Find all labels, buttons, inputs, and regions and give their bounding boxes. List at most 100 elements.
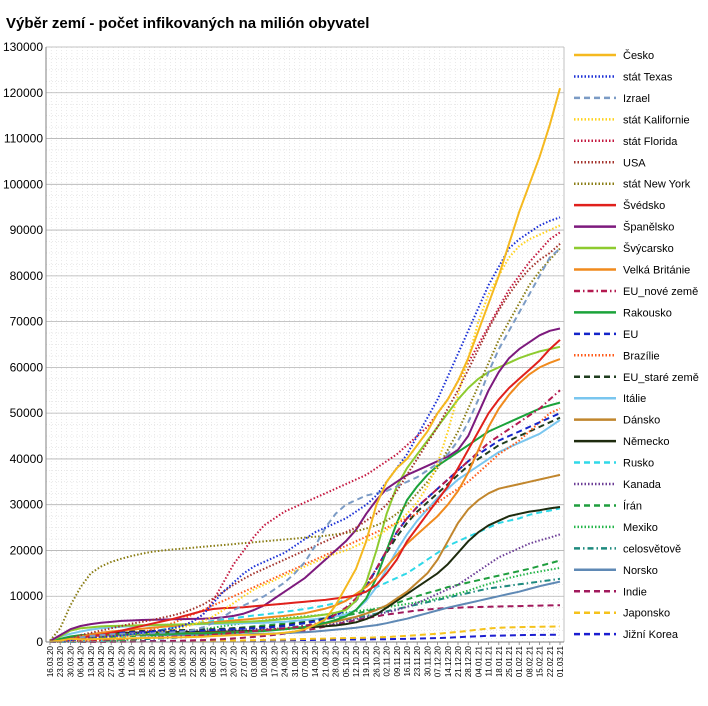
x-tick-label: 11.05.20 xyxy=(128,645,137,676)
x-tick-label: 20.04.20 xyxy=(97,645,106,677)
x-tick-label: 14.09.20 xyxy=(311,645,320,677)
y-tick-label: 10000 xyxy=(10,589,44,603)
x-tick-label: 23.11.20 xyxy=(413,645,422,676)
x-tick-label: 26.10.20 xyxy=(372,645,381,677)
x-tick-label: 03.08.20 xyxy=(250,645,259,677)
x-tick-label: 07.09.20 xyxy=(301,645,310,677)
legend-label: Brazílie xyxy=(623,350,660,362)
y-tick-label: 60000 xyxy=(10,360,44,374)
x-tick-label: 25.05.20 xyxy=(148,645,157,677)
x-tick-label: 13.04.20 xyxy=(87,645,96,677)
chart-title: Výběr zemí - počet infikovaných na milió… xyxy=(6,15,369,32)
y-tick-label: 20000 xyxy=(10,543,44,557)
series-line xyxy=(49,327,561,642)
x-tick-label: 04.01.21 xyxy=(474,645,483,677)
legend-label: EU_nové země xyxy=(623,286,698,298)
legend-label: Jižní Korea xyxy=(623,629,679,641)
legend-label: Rakousko xyxy=(623,307,672,319)
series-lines xyxy=(49,87,561,643)
x-tick-label: 28.12.20 xyxy=(464,645,473,677)
y-tick-label: 120000 xyxy=(3,86,43,100)
x-tick-label: 08.02.21 xyxy=(525,645,534,677)
legend-label: stát New York xyxy=(623,179,691,191)
x-tick-label: 02.11.20 xyxy=(383,645,392,676)
x-tick-label: 04.05.20 xyxy=(117,645,126,677)
legend-label: Mexiko xyxy=(623,522,658,534)
x-tick-label: 30.03.20 xyxy=(66,645,75,677)
x-tick-label: 10.08.20 xyxy=(260,645,269,677)
x-tick-label: 06.07.20 xyxy=(209,645,218,677)
series-line xyxy=(49,243,561,643)
y-tick-label: 30000 xyxy=(10,498,44,512)
x-tick-label: 29.06.20 xyxy=(199,645,208,677)
series-line xyxy=(49,216,561,643)
legend-label: stát Kalifornie xyxy=(623,114,690,126)
legend: Česko stát Texas Izrael stát Kalifornie stát… xyxy=(574,49,699,641)
x-tick-label: 08.06.20 xyxy=(168,645,177,677)
y-tick-label: 40000 xyxy=(10,452,44,466)
x-tick-label: 14.12.20 xyxy=(444,645,453,677)
x-tick-label: 22.06.20 xyxy=(189,645,198,677)
legend-label: Kanada xyxy=(623,479,662,491)
series-line xyxy=(49,345,561,643)
legend-label: EU_staré země xyxy=(623,372,699,384)
x-tick-label: 16.03.20 xyxy=(46,645,55,677)
y-axis-ticks: 0 10000 20000 30000 40000 50000 60000 70000 8000… xyxy=(3,40,43,649)
legend-label: Itálie xyxy=(623,393,646,405)
series-line xyxy=(49,407,561,643)
legend-label: Španělsko xyxy=(623,221,674,234)
x-tick-label: 07.12.20 xyxy=(434,645,443,677)
x-tick-label: 13.07.20 xyxy=(219,645,228,677)
x-tick-label: 30.11.20 xyxy=(423,645,432,676)
series-line xyxy=(49,559,561,643)
series-line xyxy=(49,87,561,643)
x-tick-label: 21.12.20 xyxy=(454,645,463,677)
x-tick-label: 18.01.21 xyxy=(495,645,504,677)
legend-label: Indie xyxy=(623,586,647,598)
x-tick-label: 23.03.20 xyxy=(56,645,65,677)
y-tick-label: 80000 xyxy=(10,269,44,283)
legend-label: Německo xyxy=(623,436,669,448)
x-tick-label: 01.02.21 xyxy=(515,645,524,677)
legend-label: Dánsko xyxy=(623,415,660,427)
x-tick-label: 20.07.20 xyxy=(230,645,239,677)
x-tick-label: 19.10.20 xyxy=(362,645,371,677)
x-tick-label: 01.03.21 xyxy=(556,645,565,677)
x-tick-label: 25.01.21 xyxy=(505,645,514,677)
legend-label: EU xyxy=(623,329,638,341)
major-grid xyxy=(46,46,565,643)
series-line xyxy=(49,339,561,643)
y-tick-label: 130000 xyxy=(3,40,43,54)
x-tick-label: 21.09.20 xyxy=(321,645,330,677)
legend-label: Norsko xyxy=(623,565,658,577)
legend-label: Švýcarsko xyxy=(623,242,674,255)
y-tick-label: 100000 xyxy=(3,177,43,191)
legend-label: stát Florida xyxy=(623,136,678,148)
x-tick-label: 22.02.21 xyxy=(546,645,555,677)
x-tick-label: 12.10.20 xyxy=(352,645,361,677)
x-tick-label: 24.08.20 xyxy=(281,645,290,677)
legend-label: Izrael xyxy=(623,93,650,105)
y-tick-label: 0 xyxy=(36,635,43,649)
y-tick-label: 50000 xyxy=(10,406,44,420)
x-tick-label: 17.08.20 xyxy=(270,645,279,677)
x-tick-label: 31.08.20 xyxy=(291,645,300,677)
legend-label: Velká Británie xyxy=(623,265,690,277)
x-tick-label: 27.04.20 xyxy=(107,645,116,677)
x-axis-ticks: 16.03.20 23.03.20 30.03.20 06.04.20 13.04.20… xyxy=(46,642,565,677)
x-tick-label: 15.06.20 xyxy=(179,645,188,677)
x-tick-label: 18.05.20 xyxy=(138,645,147,677)
legend-label: Rusko xyxy=(623,458,654,470)
y-tick-label: 90000 xyxy=(10,223,44,237)
x-tick-label: 01.06.20 xyxy=(158,645,167,677)
y-tick-label: 110000 xyxy=(4,132,43,146)
x-tick-label: 15.02.21 xyxy=(536,645,545,677)
legend-label: celosvětově xyxy=(623,543,681,555)
legend-label: Česko xyxy=(623,49,654,62)
x-tick-label: 06.04.20 xyxy=(77,645,86,677)
x-tick-label: 27.07.20 xyxy=(240,645,249,677)
x-tick-label: 11.01.21 xyxy=(485,645,494,676)
x-tick-label: 16.11.20 xyxy=(403,645,412,676)
legend-label: Írán xyxy=(623,499,642,512)
